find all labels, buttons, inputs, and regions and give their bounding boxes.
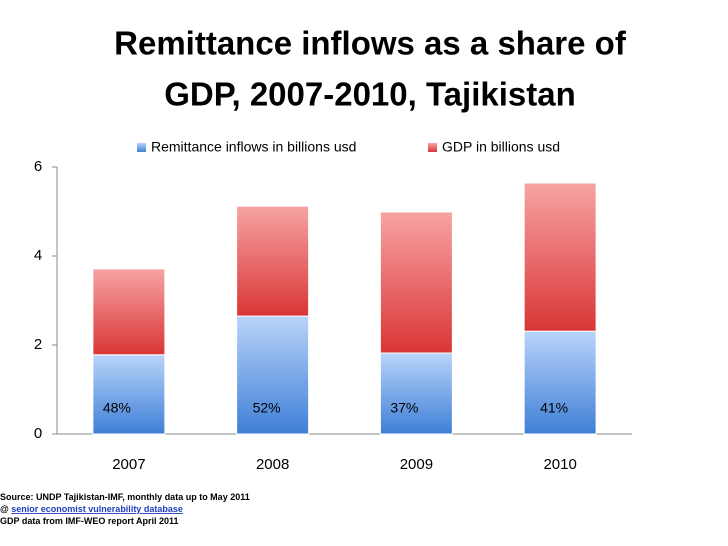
legend-label: GDP in billions usd [442,139,560,155]
source: Source: UNDP Tajikistan-IMF, monthly dat… [0,492,250,502]
y-tick-label: 6 [34,158,42,175]
x-tick-label: 2010 [543,456,576,473]
x-tick-label: 2007 [112,456,145,473]
bar [523,182,597,332]
legend-label: Remittance inflows in billions usd [151,139,356,155]
bar [523,330,597,435]
source: GDP data from IMF-WEO report April 2011 [0,516,179,526]
bar [236,205,310,317]
annotation: 48% [103,400,131,416]
legend-swatch [137,143,146,152]
bar [379,352,453,435]
bar [379,211,453,354]
legend-swatch [428,143,437,152]
bar [92,268,166,356]
y-tick-label: 0 [34,425,42,442]
source-link[interactable]: senior economist vulnerability database [11,504,183,514]
y-tick-label: 4 [34,247,42,264]
x-tick-label: 2008 [256,456,289,473]
annotation: 52% [253,400,281,416]
bar [236,315,310,435]
chart-title: GDP, 2007-2010, Tajikistan [164,76,576,113]
source-prefix: @ [0,504,11,514]
y-tick-label: 2 [34,336,42,353]
annotation: 41% [540,400,568,416]
annotation: 37% [390,400,418,416]
x-tick-label: 2009 [400,456,433,473]
chart-title: Remittance inflows as a share of [114,25,627,62]
bar [92,354,166,435]
source: @ senior economist vulnerability databas… [0,504,183,514]
